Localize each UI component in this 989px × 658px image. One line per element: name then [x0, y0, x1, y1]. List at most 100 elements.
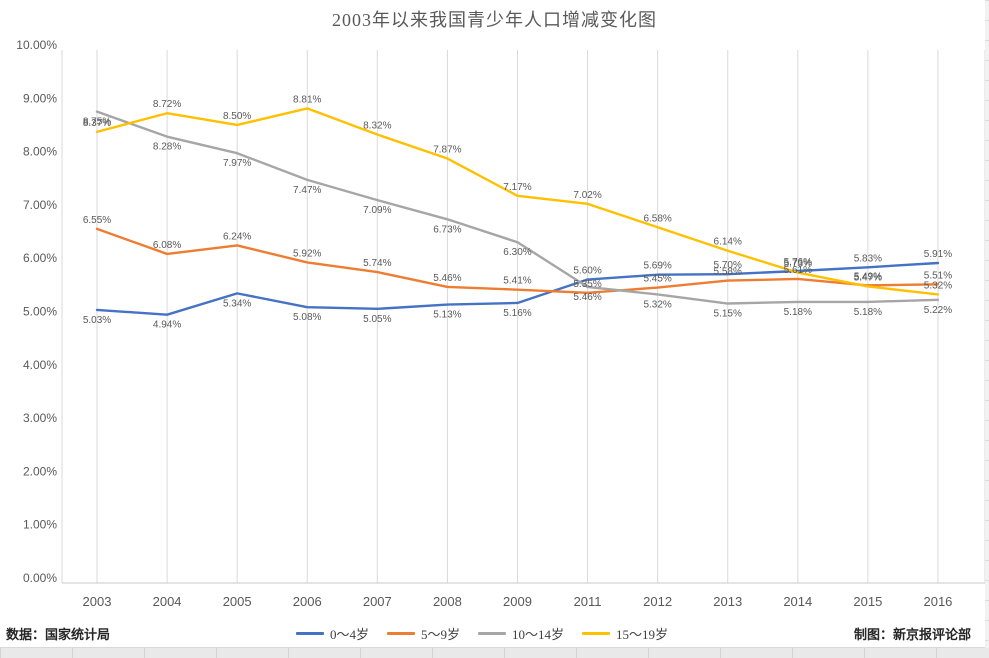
series-line-3 [95, 107, 940, 296]
data-label-1: 5.58% [714, 267, 742, 278]
x-axis-tick-label: 2014 [783, 594, 812, 609]
x-axis-tick-label: 2015 [853, 594, 882, 609]
data-label-3: 6.14% [714, 237, 742, 248]
data-label-2: 8.75% [83, 117, 111, 128]
x-axis-tick-label: 2009 [503, 594, 532, 609]
data-label-3: 5.32% [924, 280, 952, 291]
data-label-0: 5.60% [573, 266, 601, 277]
series-line-0 [95, 261, 940, 316]
data-label-3: 8.37% [83, 118, 111, 129]
data-label-0: 5.70% [714, 260, 742, 271]
data-label-2: 5.18% [784, 307, 812, 318]
data-label-1: 5.46% [433, 273, 461, 284]
y-axis-tick-label: 5.00% [23, 305, 57, 319]
y-axis-tick-label: 1.00% [23, 518, 57, 532]
data-label-1: 5.74% [363, 258, 391, 269]
data-label-0: 5.69% [643, 261, 671, 272]
legend-line-swatch [386, 631, 415, 635]
x-axis-tick-label: 2011 [574, 594, 602, 609]
data-label-3: 6.58% [643, 213, 671, 224]
x-axis-tick-label: 2016 [923, 594, 952, 609]
data-label-0: 5.13% [433, 310, 461, 321]
legend-item-1: 5～9岁 [386, 624, 460, 643]
data-source-label: 数据：国家统计局 [6, 626, 111, 642]
x-axis-tick-label: 2004 [153, 594, 182, 609]
data-label-2: 6.30% [503, 247, 531, 258]
data-label-3: 5.47% [854, 272, 882, 283]
chart-footer: 数据：国家统计局 0～4岁 5～9岁 10～14岁 15～19岁 制图：新京报评论部 [0, 620, 985, 646]
legend-line-swatch [295, 631, 324, 635]
legend-item-0: 0～4岁 [295, 624, 369, 643]
x-axis-tick-label: 2013 [713, 594, 742, 609]
data-label-0: 5.34% [223, 298, 251, 309]
data-label-0: 5.05% [363, 314, 391, 325]
data-label-3: 8.50% [223, 111, 251, 122]
data-label-3: 8.72% [153, 99, 181, 110]
data-label-0: 5.08% [293, 312, 321, 323]
data-label-0: 5.03% [83, 315, 111, 326]
data-label-3: 8.32% [363, 121, 391, 132]
y-axis-tick-label: 0.00% [23, 571, 57, 585]
x-axis-tick-label: 2005 [223, 594, 252, 609]
data-label-1: 5.41% [503, 276, 531, 287]
legend-item-3: 15～19岁 [582, 624, 668, 643]
legend-label: 0～4岁 [329, 626, 369, 642]
data-label-0: 5.76% [784, 257, 812, 268]
data-label-2: 5.15% [714, 309, 742, 320]
data-label-0: 5.91% [924, 249, 952, 260]
legend-label: 15～19岁 [616, 626, 669, 642]
series-line-2 [95, 110, 940, 305]
data-label-2: 7.47% [293, 185, 321, 196]
data-label-2: 5.46% [573, 292, 601, 303]
data-label-1: 5.45% [643, 274, 671, 285]
spreadsheet-edge-bottom [0, 647, 989, 658]
x-axis-tick-label: 2006 [293, 594, 322, 609]
data-label-1: 5.61% [784, 265, 812, 276]
data-label-1: 6.55% [83, 215, 111, 226]
x-axis-tick-label: 2012 [643, 594, 672, 609]
x-axis-tick-label: 2003 [83, 594, 112, 609]
y-axis-tick-label: 6.00% [23, 251, 57, 265]
data-label-1: 5.35% [573, 279, 601, 290]
data-label-1: 6.24% [223, 231, 251, 242]
y-axis-tick-label: 7.00% [23, 198, 57, 212]
data-label-2: 5.18% [854, 307, 882, 318]
data-label-0: 5.83% [854, 253, 882, 264]
spreadsheet-edge-right [985, 0, 989, 648]
legend-label: 10～14岁 [512, 626, 565, 642]
y-axis-tick-label: 8.00% [23, 145, 57, 159]
x-axis-tick-label: 2008 [433, 594, 462, 609]
credit-label: 制图：新京报评论部 [853, 626, 971, 642]
data-label-1: 6.08% [153, 240, 181, 251]
y-axis-tick-label: 3.00% [23, 411, 57, 425]
data-label-3: 7.17% [503, 182, 531, 193]
legend-line-swatch [478, 631, 506, 635]
data-label-3: 7.87% [433, 145, 461, 156]
data-label-3: 5.73% [784, 259, 812, 270]
data-label-1: 5.49% [854, 271, 882, 282]
data-label-3: 7.02% [573, 190, 601, 201]
y-axis-tick-label: 10.00% [16, 38, 57, 52]
data-label-0: 4.94% [153, 320, 181, 331]
legend-line-swatch [582, 631, 611, 635]
x-axis-tick-label: 2007 [363, 594, 392, 609]
data-label-2: 7.97% [223, 158, 251, 169]
data-label-2: 7.09% [363, 205, 391, 216]
data-label-2: 6.73% [433, 224, 461, 235]
data-label-2: 5.32% [643, 299, 671, 310]
chart-title: 2003年以来我国青少年人口增减变化图 [332, 10, 657, 30]
data-label-2: 8.28% [153, 142, 181, 153]
y-axis-tick-label: 4.00% [23, 358, 57, 372]
y-axis-tick-label: 9.00% [23, 91, 57, 105]
data-label-1: 5.92% [293, 248, 321, 259]
data-label-2: 5.22% [924, 305, 952, 316]
data-label-0: 5.16% [503, 308, 531, 319]
legend-item-2: 10～14岁 [478, 624, 564, 643]
data-label-3: 8.81% [293, 94, 321, 105]
data-label-1: 5.51% [924, 270, 952, 281]
y-axis-tick-label: 2.00% [23, 464, 57, 478]
legend-label: 5～9岁 [420, 626, 460, 642]
chart-legend: 0～4岁 5～9岁 10～14岁 15～19岁 [295, 624, 668, 643]
